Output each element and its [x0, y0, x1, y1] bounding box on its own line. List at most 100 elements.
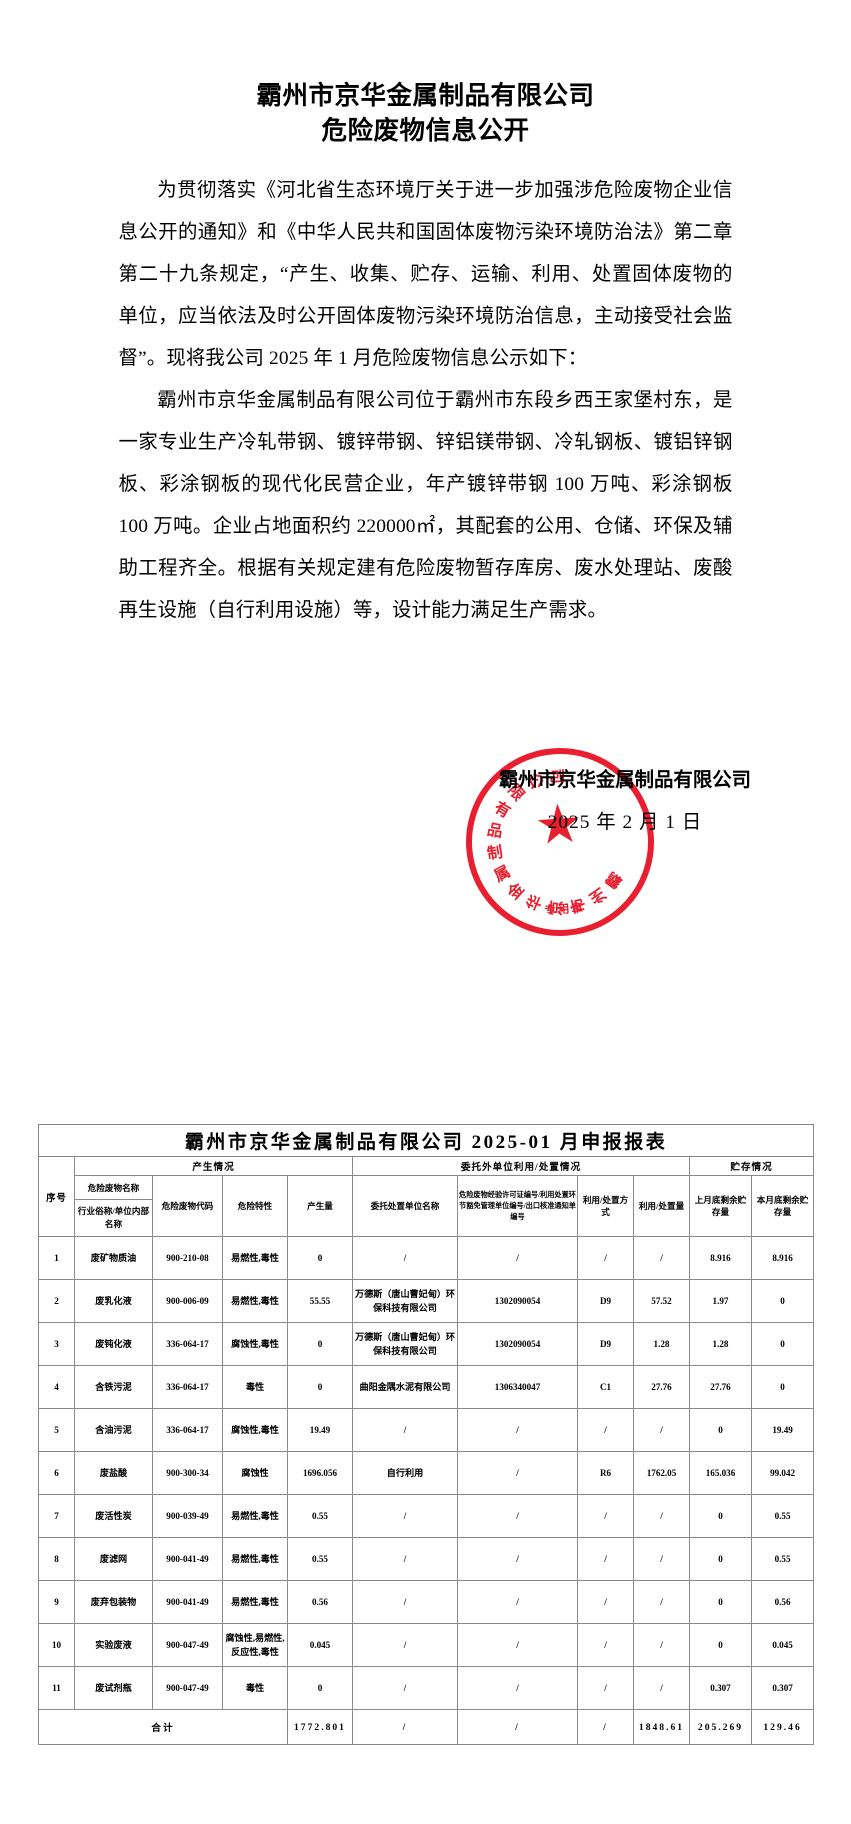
column-header-waste-name-top: 危险废物名称: [75, 1176, 152, 1201]
column-header-waste-name-bottom: 行业俗称/单位内部名称: [77, 1206, 150, 1229]
row-license-number: /: [457, 1580, 578, 1625]
row-index: 3: [38, 1322, 75, 1367]
row-waste-code: 900-041-49: [152, 1537, 223, 1582]
row-generated-amount: 55.55: [287, 1279, 353, 1324]
row-index: 9: [38, 1580, 75, 1625]
row-entrust-unit: 万德斯（唐山曹妃甸）环保科技有限公司: [352, 1322, 458, 1367]
row-disposal-method: R6: [577, 1451, 634, 1496]
row-hazard-property: 毒性: [222, 1666, 288, 1711]
report-table-head: 霸州市京华金属制品有限公司 2025-01 月申报报表 序号 产生情况 委托外单…: [37, 1124, 815, 1238]
row-index: 7: [38, 1494, 75, 1539]
row-disposal-amount: /: [633, 1236, 690, 1281]
row-this-month-stock: 19.49: [750, 1408, 815, 1453]
group-header-entrusted: 委托外单位利用/处置情况: [352, 1156, 690, 1176]
row-disposal-method: D9: [577, 1322, 634, 1367]
seal-bottom-text: 专用章: [544, 902, 586, 918]
report-table-body: 1 废矿物质油 900-210-08 易燃性,毒性 0// //8.916 8.916 2 废乳…: [38, 1236, 815, 1711]
row-last-month-stock: 8.916: [689, 1236, 752, 1281]
row-waste-name: 废滤网: [74, 1537, 153, 1582]
row-entrust-unit: /: [352, 1408, 458, 1453]
row-license-number: 1306340047: [457, 1365, 578, 1410]
row-last-month-stock: 0: [689, 1623, 752, 1668]
group-header-row: 序号 产生情况 委托外单位利用/处置情况 贮存情况: [38, 1155, 815, 1238]
row-generated-amount: 0.55: [287, 1537, 353, 1582]
row-waste-name: 废试剂瓶: [74, 1666, 153, 1711]
page-title-line-1: 霸州市京华金属制品有限公司: [256, 81, 595, 110]
row-disposal-amount: /: [633, 1408, 690, 1453]
row-this-month-stock: 0: [750, 1365, 815, 1410]
row-index: 2: [38, 1279, 75, 1324]
report-table: 霸州市京华金属制品有限公司 2025-01 月申报报表 序号 产生情况 委托外单…: [37, 1124, 815, 1746]
row-entrust-unit: /: [352, 1236, 458, 1281]
row-waste-code: 900-210-08: [152, 1236, 223, 1281]
row-this-month-stock: 0: [750, 1279, 815, 1324]
row-generated-amount: 0: [287, 1322, 353, 1367]
row-hazard-property: 腐蚀性: [222, 1451, 288, 1496]
row-waste-code: 336-064-17: [152, 1408, 223, 1453]
table-title-row: 霸州市京华金属制品有限公司 2025-01 月申报报表: [37, 1124, 815, 1157]
row-waste-name: 含油污泥: [74, 1408, 153, 1453]
row-entrust-unit: /: [352, 1623, 458, 1668]
row-license-number: /: [457, 1537, 578, 1582]
row-license-number: /: [457, 1451, 578, 1496]
table-title: 霸州市京华金属制品有限公司 2025-01 月申报报表: [37, 1124, 815, 1157]
row-disposal-amount: 27.76: [633, 1365, 690, 1410]
paragraph-1: 为贯彻落实《河北省生态环境厅关于进一步加强涉危险废物企业信息公开的通知》和《中华…: [119, 170, 733, 380]
signature-lines: 霸州市京华金属制品有限公司 2025 年 2 月 1 日: [499, 760, 751, 844]
row-hazard-property: 毒性: [222, 1365, 288, 1410]
row-entrust-unit: /: [352, 1537, 458, 1582]
row-disposal-amount: /: [633, 1623, 690, 1668]
paragraph-2: 霸州市京华金属制品有限公司位于霸州市东段乡西王家堡村东，是一家专业生产冷轧带钢、…: [119, 380, 733, 632]
column-header-waste-name: 危险废物名称 行业俗称/单位内部名称: [74, 1174, 153, 1238]
row-license-number: /: [457, 1666, 578, 1711]
row-last-month-stock: 0.307: [689, 1666, 752, 1711]
group-header-production: 产生情况: [74, 1156, 353, 1176]
column-header-license-number: 危险废物经验许可证编号/利用处置环节豁免管理单位编号/出口核准通知单编号: [457, 1174, 578, 1238]
row-hazard-property: 易燃性,毒性: [222, 1580, 288, 1625]
column-header-waste-code: 危险废物代码: [152, 1174, 223, 1238]
row-waste-code: 336-064-17: [152, 1322, 223, 1367]
row-entrust-unit: /: [352, 1580, 458, 1625]
row-entrust-unit: /: [352, 1666, 458, 1711]
row-this-month-stock: 0.307: [750, 1666, 815, 1711]
row-generated-amount: 0.045: [287, 1623, 353, 1668]
row-last-month-stock: 165.036: [689, 1451, 752, 1496]
row-disposal-amount: /: [633, 1666, 690, 1711]
table-row: 2 废乳化液 900-006-09 易燃性,毒性 55.55 万德斯（唐山曹妃甸）环保科技…: [38, 1279, 815, 1324]
row-disposal-amount: 1762.05: [633, 1451, 690, 1496]
row-disposal-method: /: [577, 1623, 634, 1668]
row-entrust-unit: 曲阳金隅水泥有限公司: [352, 1365, 458, 1410]
row-waste-name: 废弃包装物: [74, 1580, 153, 1625]
table-row: 9 废弃包装物 900-041-49 易燃性,毒性 0.56// //0 0.56: [38, 1580, 815, 1625]
row-waste-name: 废盐酸: [74, 1451, 153, 1496]
report-table-container: 霸州市京华金属制品有限公司 2025-01 月申报报表 序号 产生情况 委托外单…: [37, 1124, 815, 1746]
row-license-number: 1302090054: [457, 1322, 578, 1367]
row-index: 5: [38, 1408, 75, 1453]
row-last-month-stock: 0: [689, 1494, 752, 1539]
row-index: 8: [38, 1537, 75, 1582]
row-license-number: /: [457, 1408, 578, 1453]
row-disposal-amount: 1.28: [633, 1322, 690, 1367]
row-waste-code: 900-047-49: [152, 1623, 223, 1668]
row-disposal-method: /: [577, 1537, 634, 1582]
column-header-this-month-stock: 本月底剩余贮存量: [750, 1174, 815, 1238]
row-last-month-stock: 1.28: [689, 1322, 752, 1367]
row-waste-name: 实验废液: [74, 1623, 153, 1668]
total-last-month-stock: 205.269: [689, 1709, 752, 1746]
total-generated-amount: 1772.801: [287, 1709, 353, 1746]
table-row: 7 废活性炭 900-039-49 易燃性,毒性 0.55// //0 0.55: [38, 1494, 815, 1539]
row-this-month-stock: 8.916: [750, 1236, 815, 1281]
row-index: 1: [38, 1236, 75, 1281]
row-hazard-property: 腐蚀性,毒性: [222, 1322, 288, 1367]
table-row: 11 废试剂瓶 900-047-49 毒性 0// //0.307 0.307: [38, 1666, 815, 1711]
table-row: 3 废钝化液 336-064-17 腐蚀性,毒性 0 万德斯（唐山曹妃甸）环保科技有限公司…: [38, 1322, 815, 1367]
table-row: 1 废矿物质油 900-210-08 易燃性,毒性 0// //8.916 8.916: [38, 1236, 815, 1281]
column-header-hazard-property: 危险特性: [222, 1174, 288, 1238]
total-entrust-unit: /: [352, 1709, 458, 1746]
group-header-storage: 贮存情况: [688, 1156, 815, 1176]
signature-block: 霸州市京华金属制品有限公司 专用章 霸州市京华金属制品有限公司 2025 年 2…: [0, 741, 851, 943]
row-disposal-method: C1: [577, 1365, 634, 1410]
column-header-generated-amount: 产生量: [287, 1174, 353, 1238]
signature-date: 2025 年 2 月 1 日: [547, 812, 703, 833]
row-waste-name: 含铁污泥: [74, 1365, 153, 1410]
